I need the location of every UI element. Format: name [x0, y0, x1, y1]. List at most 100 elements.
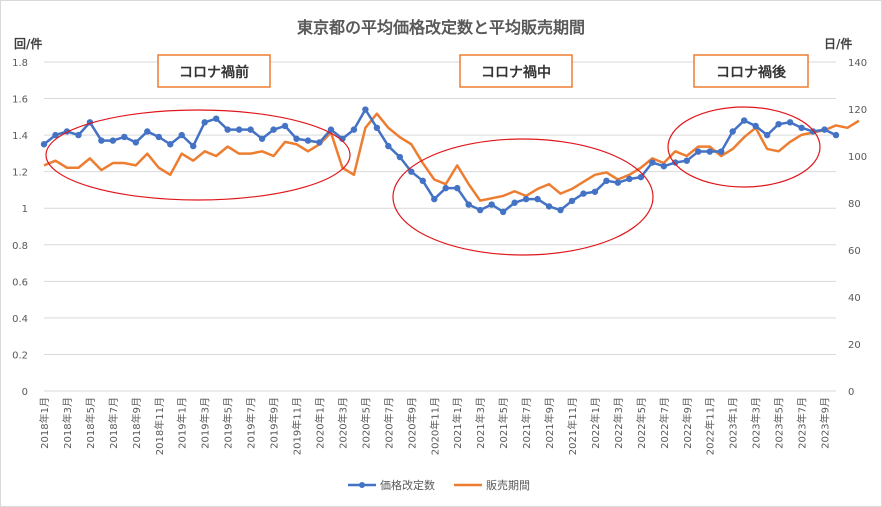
x-tick-label: 2023年7月	[796, 397, 809, 449]
x-tick-label: 2020年7月	[382, 397, 395, 449]
x-tick-label: 2022年7月	[658, 397, 671, 449]
point-price	[798, 124, 805, 131]
point-price	[281, 122, 289, 130]
ellipse-post-corona	[667, 106, 821, 188]
point-price	[167, 141, 174, 148]
y-right-axis-label: 日/件	[824, 36, 852, 51]
point-price	[190, 142, 197, 150]
x-tick-label: 2021年3月	[474, 397, 487, 449]
point-price	[304, 137, 312, 144]
x-tick-label: 2022年11月	[704, 397, 717, 455]
point-price	[752, 122, 759, 130]
point-price	[109, 137, 117, 144]
x-tick-label: 2023年9月	[819, 397, 832, 449]
x-tick-label: 2022年1月	[589, 397, 602, 449]
ellipse-during-corona	[392, 138, 654, 256]
x-tick-label: 2018年1月	[38, 397, 51, 449]
point-price	[201, 119, 208, 126]
point-price	[235, 126, 243, 133]
point-price	[557, 206, 564, 214]
y-right-tick-label: 120	[848, 105, 867, 116]
point-price	[121, 133, 128, 141]
y-left-tick-label: 1.2	[12, 168, 28, 179]
point-price	[522, 195, 530, 203]
y-left-tick-label: 0.8	[12, 241, 28, 252]
point-price	[534, 195, 541, 203]
x-tick-label: 2023年3月	[750, 397, 763, 449]
y-right-tick-label: 80	[848, 199, 861, 210]
point-price	[568, 197, 576, 205]
point-price	[144, 128, 151, 135]
legend-item-price[interactable]: 価格改定数	[348, 478, 435, 492]
y-right-tick-label: 40	[848, 293, 861, 304]
point-price	[809, 128, 817, 135]
x-tick-label: 2020年5月	[359, 397, 372, 449]
legend-marker-price	[359, 482, 365, 488]
y-right-tick-label: 20	[848, 340, 861, 351]
point-price	[178, 131, 185, 139]
y-left-tick-label: 1.4	[12, 131, 28, 142]
point-price	[212, 115, 220, 122]
x-tick-label: 2019年1月	[176, 397, 189, 449]
x-tick-label: 2019年5月	[222, 397, 235, 449]
x-tick-label: 2018年3月	[61, 397, 74, 449]
series-group	[40, 106, 860, 216]
point-price	[775, 120, 782, 128]
point-price	[626, 175, 633, 183]
annotation-post-corona: コロナ禍後	[693, 54, 809, 88]
annotation-pre-corona-text: コロナ禍前	[179, 64, 249, 81]
chart-title: 東京都の平均価格改定数と平均販売期間	[297, 18, 585, 37]
annotation-pre-corona: コロナ禍前	[157, 54, 271, 88]
point-price	[350, 126, 358, 133]
x-tick-label: 2021年5月	[497, 397, 510, 449]
point-price	[476, 206, 484, 214]
point-price	[706, 148, 713, 155]
y-right-tick-label: 100	[848, 152, 867, 163]
y-right-tick-label: 0	[848, 387, 854, 398]
point-price	[603, 177, 610, 185]
x-tick-label: 2021年11月	[566, 397, 579, 455]
point-price	[132, 139, 140, 146]
y-left-axis-label: 回/件	[14, 36, 42, 51]
point-price	[545, 203, 553, 210]
point-price	[454, 184, 461, 192]
point-price	[499, 208, 507, 216]
point-price	[419, 177, 426, 185]
x-tick-label: 2022年9月	[681, 397, 694, 449]
annotation-post-corona-text: コロナ禍後	[716, 64, 787, 81]
legend-item-period[interactable]: 販売期間	[454, 479, 530, 492]
point-price	[488, 201, 495, 208]
x-tick-label: 2021年1月	[451, 397, 464, 449]
point-price	[316, 139, 323, 146]
point-price	[637, 173, 645, 181]
series-line-period	[43, 112, 860, 202]
point-price	[591, 188, 599, 195]
point-price	[431, 195, 438, 203]
point-price	[385, 142, 392, 150]
x-tick-label: 2019年11月	[291, 397, 304, 455]
x-tick-label: 2022年5月	[635, 397, 648, 449]
x-tick-label: 2021年7月	[520, 397, 533, 449]
legend-label-price: 価格改定数	[380, 478, 435, 492]
point-price	[75, 131, 82, 139]
ellipses	[45, 106, 821, 256]
x-tick-label: 2020年9月	[405, 397, 418, 449]
ellipse-pre-corona	[45, 109, 351, 201]
point-price	[821, 126, 828, 133]
point-price	[832, 131, 840, 139]
point-price	[718, 148, 725, 155]
point-price	[614, 179, 622, 186]
point-price	[442, 184, 449, 192]
point-price	[373, 124, 381, 131]
point-price	[40, 141, 48, 148]
series-line-price	[43, 108, 837, 214]
point-price	[52, 131, 59, 139]
y-right-tick-label: 140	[848, 58, 867, 69]
x-tick-label: 2018年11月	[153, 397, 166, 455]
point-price	[649, 159, 656, 166]
point-price	[247, 126, 254, 133]
x-tick-label: 2019年9月	[268, 397, 281, 449]
x-tick-label: 2018年9月	[130, 397, 143, 449]
point-price	[258, 135, 266, 142]
point-price	[155, 133, 162, 141]
